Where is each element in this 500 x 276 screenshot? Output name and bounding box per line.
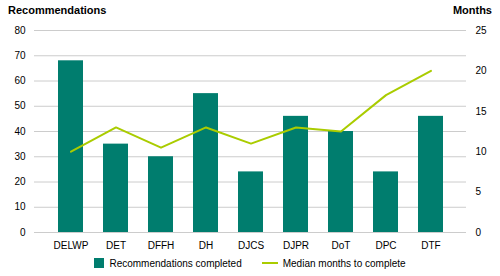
svg-text:20: 20: [14, 176, 26, 187]
svg-text:DTF: DTF: [421, 240, 440, 251]
svg-text:40: 40: [14, 126, 26, 137]
svg-text:25: 25: [476, 25, 488, 36]
svg-text:10: 10: [476, 146, 488, 157]
html-text:Recommendations: Recommendations: [8, 4, 107, 16]
svg-text:DPC: DPC: [375, 240, 396, 251]
svg-text:50: 50: [14, 100, 26, 111]
svg-text:80: 80: [14, 25, 26, 36]
svg-text:0: 0: [20, 227, 26, 238]
svg-text:DELWP: DELWP: [54, 240, 89, 251]
svg-text:5: 5: [476, 186, 482, 197]
svg-text:DJPR: DJPR: [283, 240, 309, 251]
svg-text:DFFH: DFFH: [148, 240, 175, 251]
html-text:Months: Months: [452, 4, 492, 16]
svg-text:DH: DH: [199, 240, 213, 251]
svg-text:DoT: DoT: [332, 240, 351, 251]
html-text:Recommendations completed: Recommendations completed: [109, 257, 242, 269]
html-text:Median months to complete: Median months to complete: [282, 257, 406, 269]
svg-text:30: 30: [14, 151, 26, 162]
svg-text:60: 60: [14, 75, 26, 86]
svg-text:15: 15: [476, 106, 488, 117]
svg-text:20: 20: [476, 65, 488, 76]
svg-text:10: 10: [14, 201, 26, 212]
svg-text:DET: DET: [106, 240, 126, 251]
svg-text:DJCS: DJCS: [238, 240, 264, 251]
svg-text:0: 0: [476, 227, 482, 238]
svg-text:70: 70: [14, 50, 26, 61]
